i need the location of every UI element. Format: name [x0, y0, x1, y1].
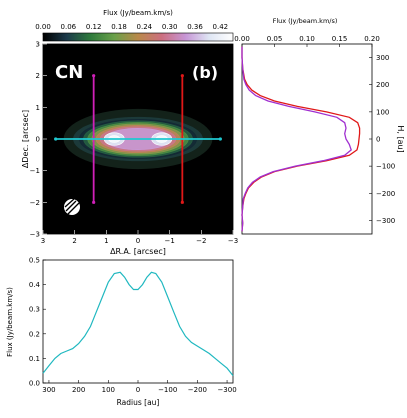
vertical-profile-panel: Flux (Jy/beam.km/s) 0.00 0.05 0.10 0.15 0.20…	[234, 17, 405, 235]
rprofile-x-tick-label: −200	[188, 386, 207, 394]
rprofile-x-tick-label: 0	[136, 386, 140, 394]
rprofile-y-tick-label: 0.1	[29, 355, 40, 363]
rprofile-x-tick-label: −300	[217, 386, 236, 394]
vprofile-x-tick-label: 0.00	[234, 35, 250, 43]
rprofile-y-tick-label: 0.4	[29, 281, 41, 289]
map-y-axis-label: ΔDec. [arcsec]	[21, 110, 30, 168]
cut-endpoint	[54, 137, 58, 141]
vprofile-y-tick-label: 300	[376, 54, 389, 62]
colorbar-tick-label: 0.30	[162, 23, 178, 31]
rprofile-frame	[42, 259, 234, 384]
rprofile-series-line	[42, 271, 234, 376]
vprofile-y-axis-label: H, [au]	[396, 125, 405, 152]
cut-lines	[54, 74, 222, 204]
molecule-label: CN	[55, 62, 83, 83]
colorbar-tick-label: 0.00	[35, 23, 51, 31]
map-x-tick-label: 1	[104, 237, 108, 245]
colorbar-bar	[42, 32, 234, 42]
rprofile-x-tick-label: 100	[102, 386, 115, 394]
rprofile-x-tick-label: 300	[42, 386, 55, 394]
vprofile-x-tick-label: 0.20	[364, 35, 380, 43]
map-x-tick-label: 3	[41, 237, 45, 245]
colorbar-tick-label: 0.18	[111, 23, 127, 31]
map-y-tick-label: 0	[36, 136, 40, 144]
cut-endpoint	[92, 74, 96, 78]
map-x-tick-label: 2	[72, 237, 76, 245]
map-x-axis-label: ΔR.A. [arcsec]	[110, 247, 166, 256]
map-axes: 3 2 1 0 −1 −2 −3 −3 −2 −1 0 1 2 3	[30, 41, 238, 246]
vprofile-series-line	[241, 46, 352, 232]
vprofile-top-label: Flux (Jy/beam.km/s)	[273, 17, 338, 25]
map-panel: CN (b) 3 2 1 0 −1 −2 −3 −3 −2 −1 0 1 2 3 ΔR.A. [arcse…	[21, 41, 238, 257]
rprofile-y-tick-label: 0.2	[29, 330, 40, 338]
map-y-tick-label: 3	[36, 41, 40, 49]
vprofile-y-tick-label: −200	[376, 190, 395, 198]
vprofile-frame	[241, 43, 373, 235]
vprofile-series-line	[241, 46, 361, 232]
vprofile-x-tick-label: 0.10	[299, 35, 315, 43]
rprofile-x-axis-label: Radius [au]	[117, 398, 160, 407]
cut-endpoint	[180, 200, 184, 204]
vprofile-y-tick-label: 100	[376, 108, 389, 116]
cut-endpoint	[218, 137, 222, 141]
rprofile-y-tick-label: 0.0	[29, 380, 40, 388]
cut-endpoint	[180, 74, 184, 78]
map-x-tick-label: −2	[196, 237, 206, 245]
rprofile-x-tick-label: −100	[158, 386, 177, 394]
map-y-tick-label: −1	[30, 167, 40, 175]
radial-profile-panel: 300 200 100 0 −100 −200 −300 0.0 0.1 0.2 0.3 0.4 0.5…	[6, 257, 237, 408]
colorbar-tick-label: 0.24	[137, 23, 153, 31]
rprofile-y-tick-label: 0.3	[29, 306, 40, 314]
vprofile-axes: 0.00 0.05 0.10 0.15 0.20 −300 −200 −100 0 100 200 3…	[234, 35, 395, 225]
beam-ellipse	[64, 198, 80, 215]
colorbar: Flux (Jy/beam.km/s) 0.00 0.06 0.12 0.18 0.24…	[35, 9, 234, 42]
map-y-tick-label: −2	[30, 199, 40, 207]
rprofile-axes: 300 200 100 0 −100 −200 −300 0.0 0.1 0.2 0.3 0.4 0.5	[29, 257, 237, 395]
vprofile-y-tick-label: 0	[376, 136, 380, 144]
colorbar-tick-label: 0.36	[187, 23, 203, 31]
map-y-tick-label: 1	[36, 104, 40, 112]
cut-endpoint	[92, 200, 96, 204]
colorbar-tick-label: 0.06	[61, 23, 77, 31]
rprofile-y-axis-label: Flux (Jy/beam.km/s)	[6, 287, 14, 357]
map-y-tick-label: −3	[30, 231, 40, 239]
vprofile-x-tick-label: 0.15	[332, 35, 348, 43]
rprofile-lines	[42, 271, 234, 376]
colorbar-label: Flux (Jy/beam.km/s)	[103, 9, 173, 17]
vprofile-lines	[241, 46, 361, 232]
vprofile-y-tick-label: −100	[376, 163, 395, 171]
colorbar-tick-label: 0.12	[86, 23, 102, 31]
map-y-tick-label: 2	[36, 72, 40, 80]
panel-label: (b)	[192, 63, 218, 82]
vprofile-y-tick-label: 200	[376, 81, 389, 89]
map-x-tick-label: −1	[165, 237, 175, 245]
colorbar-tick-label: 0.42	[213, 23, 229, 31]
rprofile-y-tick-label: 0.5	[29, 257, 40, 265]
map-x-tick-label: −3	[228, 237, 238, 245]
rprofile-x-tick-label: 200	[72, 386, 85, 394]
vprofile-x-tick-label: 0.05	[267, 35, 283, 43]
vprofile-y-tick-label: −300	[376, 217, 395, 225]
map-x-tick-label: 0	[136, 237, 140, 245]
